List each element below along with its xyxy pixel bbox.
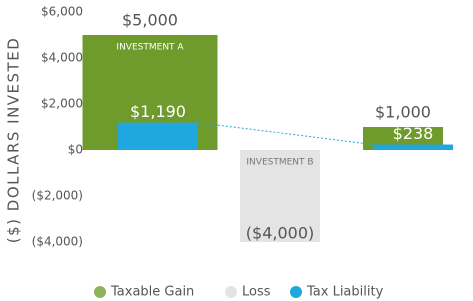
legend-label: Tax Liability	[306, 285, 384, 300]
legend-label: Loss	[242, 285, 271, 300]
y-tick-label: ($4,000)	[32, 235, 83, 249]
bar	[373, 144, 453, 150]
y-tick-label: $0	[68, 143, 83, 157]
y-tick-label: ($2,000)	[32, 189, 83, 203]
legend-label: Taxable Gain	[110, 285, 194, 300]
bar	[363, 127, 443, 150]
value-label: $238	[393, 124, 434, 143]
category-label: INVESTMENT B	[246, 158, 313, 168]
bar	[118, 122, 198, 150]
legend-marker	[290, 286, 302, 298]
value-label: $1,000	[375, 103, 431, 122]
y-tick-label: $2,000	[41, 97, 83, 111]
y-axis-label: ($) DOLLARS INVESTED	[5, 37, 23, 244]
value-label: $1,190	[130, 102, 186, 121]
y-tick-label: $6,000	[41, 5, 83, 19]
bar	[240, 150, 320, 242]
category-label: INVESTMENT A	[116, 43, 184, 53]
y-tick-label: $4,000	[41, 51, 83, 65]
connector	[197, 122, 374, 146]
legend-marker	[225, 286, 237, 298]
value-label: $5,000	[122, 11, 178, 30]
legend-marker	[94, 286, 106, 298]
value-label: ($4,000)	[246, 224, 314, 243]
